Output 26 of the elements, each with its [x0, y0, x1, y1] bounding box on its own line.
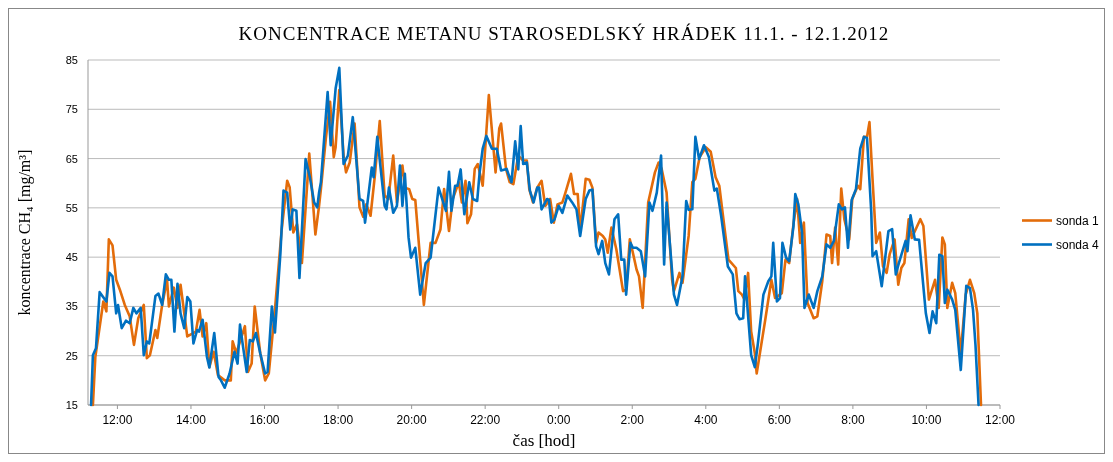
x-tick-label: 14:00: [175, 413, 207, 427]
y-tick-label: 25: [65, 349, 78, 362]
x-tick-label: 22:00: [470, 413, 501, 427]
x-axis-title: čas [hod]: [512, 431, 576, 450]
x-tick-label: 12:00: [102, 413, 133, 427]
x-tick-label: 8:00: [841, 413, 865, 427]
y-tick-label: 75: [65, 103, 78, 116]
legend-label: sonda 4: [1056, 237, 1100, 252]
y-tick-label: 35: [65, 300, 78, 313]
x-tick-label: 4:00: [694, 413, 718, 427]
x-tick-label: 12:00: [984, 413, 1016, 427]
legend-label: sonda 1: [1056, 213, 1100, 228]
x-tick-label: 10:00: [911, 413, 942, 427]
y-tick-label: 55: [65, 201, 78, 214]
chart-title: KONCENTRACE METANU STAROSEDLSKÝ HRÁDEK 11.1. - 12.1.2012: [238, 23, 890, 44]
x-tick-label: 20:00: [396, 413, 427, 427]
x-tick-label: 0:00: [547, 413, 571, 427]
y-axis-title: koncentrace CH₄ [mg/m³]: [16, 149, 34, 316]
y-tick-label: 85: [65, 54, 78, 66]
x-tick-label: 6:00: [767, 413, 792, 427]
x-tick-label: 2:00: [620, 413, 645, 427]
x-tick-label: 16:00: [249, 413, 280, 427]
x-tick-label: 18:00: [323, 413, 354, 427]
y-tick-label: 45: [65, 251, 78, 264]
y-tick-label: 65: [65, 152, 78, 165]
y-tick-label: 15: [65, 399, 78, 411]
